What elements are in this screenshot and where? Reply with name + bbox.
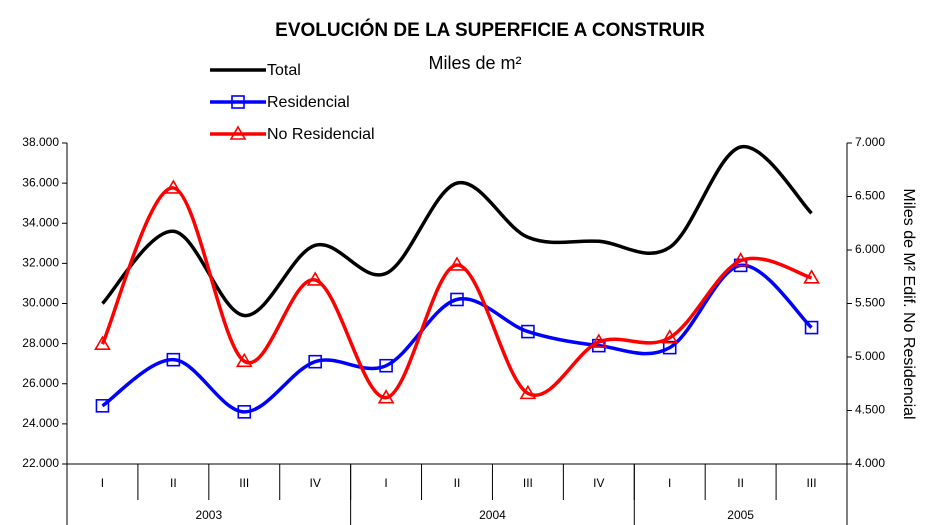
y2-tick-label: 4.500	[855, 403, 885, 417]
data-marker	[94, 335, 111, 350]
data-marker	[519, 384, 537, 400]
data-marker	[308, 354, 322, 369]
y-tick-label: 30.000	[22, 296, 59, 310]
x-tick-label: II	[454, 476, 461, 490]
series-line	[101, 263, 813, 414]
series-line	[101, 145, 813, 318]
data-marker	[166, 352, 181, 367]
x-tick-label: I	[668, 476, 671, 490]
legend-label: Residencial	[267, 94, 350, 111]
x-tick-label: I	[101, 476, 104, 490]
series-line	[100, 186, 813, 400]
y-tick-label: 38.000	[22, 135, 59, 149]
y-tick-label: 26.000	[22, 376, 59, 390]
y-tick-label: 34.000	[22, 215, 59, 229]
data-marker	[450, 292, 464, 307]
data-marker	[661, 329, 679, 344]
data-marker	[95, 399, 110, 413]
x-tick-label: II	[170, 476, 177, 490]
legend-label: Total	[267, 62, 301, 79]
chart-subtitle: Miles de m²	[428, 53, 521, 73]
data-marker	[804, 320, 819, 335]
y-tick-label: 24.000	[22, 416, 59, 430]
x-tick-label: III	[807, 476, 817, 490]
y2-tick-label: 7.000	[855, 135, 885, 149]
data-marker	[379, 358, 393, 373]
data-marker	[732, 252, 750, 267]
legend-marker	[229, 125, 247, 140]
data-marker	[237, 405, 252, 419]
x-tick-label: I	[384, 476, 387, 490]
x-tick-label: IV	[593, 476, 604, 490]
y2-axis-label: Miles de M² Edif. No Residencial	[900, 188, 917, 419]
y-tick-label: 28.000	[22, 336, 59, 350]
y-tick-label: 22.000	[22, 456, 59, 470]
data-marker	[521, 324, 535, 339]
chart-title: EVOLUCIÓN DE LA SUPERFICIE A CONSTRUIR	[275, 19, 705, 41]
data-marker	[662, 340, 677, 355]
y2-tick-label: 6.500	[855, 189, 885, 203]
y2-tick-label: 4.000	[855, 456, 885, 470]
data-marker	[377, 389, 395, 404]
x-tick-label: III	[239, 476, 249, 490]
data-marker	[448, 256, 466, 271]
data-marker	[306, 271, 324, 286]
data-marker	[803, 269, 820, 284]
y-tick-label: 36.000	[22, 175, 59, 189]
data-marker	[164, 179, 182, 194]
y-tick-label: 32.000	[22, 256, 59, 270]
y2-tick-label: 6.000	[855, 242, 885, 256]
x-tick-label: III	[523, 476, 533, 490]
y2-tick-label: 5.000	[855, 349, 885, 363]
x-tick-label: II	[737, 476, 744, 490]
group-label: 2003	[195, 508, 222, 522]
data-marker	[590, 333, 608, 348]
group-label: 2004	[479, 508, 506, 522]
group-label: 2005	[727, 508, 754, 522]
x-tick-label: IV	[310, 476, 321, 490]
legend-marker	[231, 95, 245, 109]
legend-label: No Residencial	[267, 126, 375, 143]
data-marker	[235, 352, 253, 368]
y2-tick-label: 5.500	[855, 296, 885, 310]
